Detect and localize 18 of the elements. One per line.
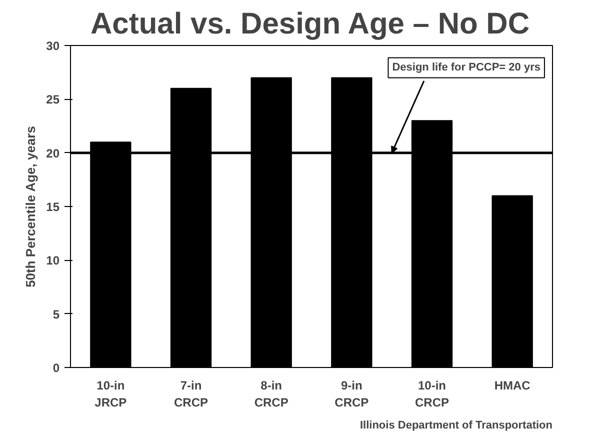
y-tick-label: 5 bbox=[52, 307, 60, 322]
ref-line-label: Design life for PCCP= 20 yrs bbox=[392, 62, 540, 74]
bar bbox=[492, 195, 533, 368]
x-tick-label: 7-in CRCP bbox=[174, 378, 208, 410]
x-tick-label: 10-in CRCP bbox=[415, 378, 450, 410]
y-tick-label: 20 bbox=[46, 146, 60, 160]
y-axis-title: 50th Percentile Age, years bbox=[23, 126, 38, 288]
x-tick-label: 9-in CRCP bbox=[334, 378, 369, 410]
y-tick-label: 0 bbox=[52, 361, 60, 375]
x-tick-label: HMAC bbox=[494, 378, 531, 392]
y-tick-label: 15 bbox=[46, 200, 60, 214]
text: Illinois Department of Transportation bbox=[360, 420, 553, 432]
chart-title: Actual vs. Design Age – No DC bbox=[90, 8, 530, 40]
y-tick-label: 25 bbox=[46, 92, 60, 107]
x-tick-label: 8-in CRCP bbox=[254, 378, 288, 410]
y-tick-label: 30 bbox=[46, 39, 60, 53]
y-tick-label: 10 bbox=[46, 254, 60, 268]
x-tick-label: 10-in JRCP bbox=[94, 378, 127, 410]
